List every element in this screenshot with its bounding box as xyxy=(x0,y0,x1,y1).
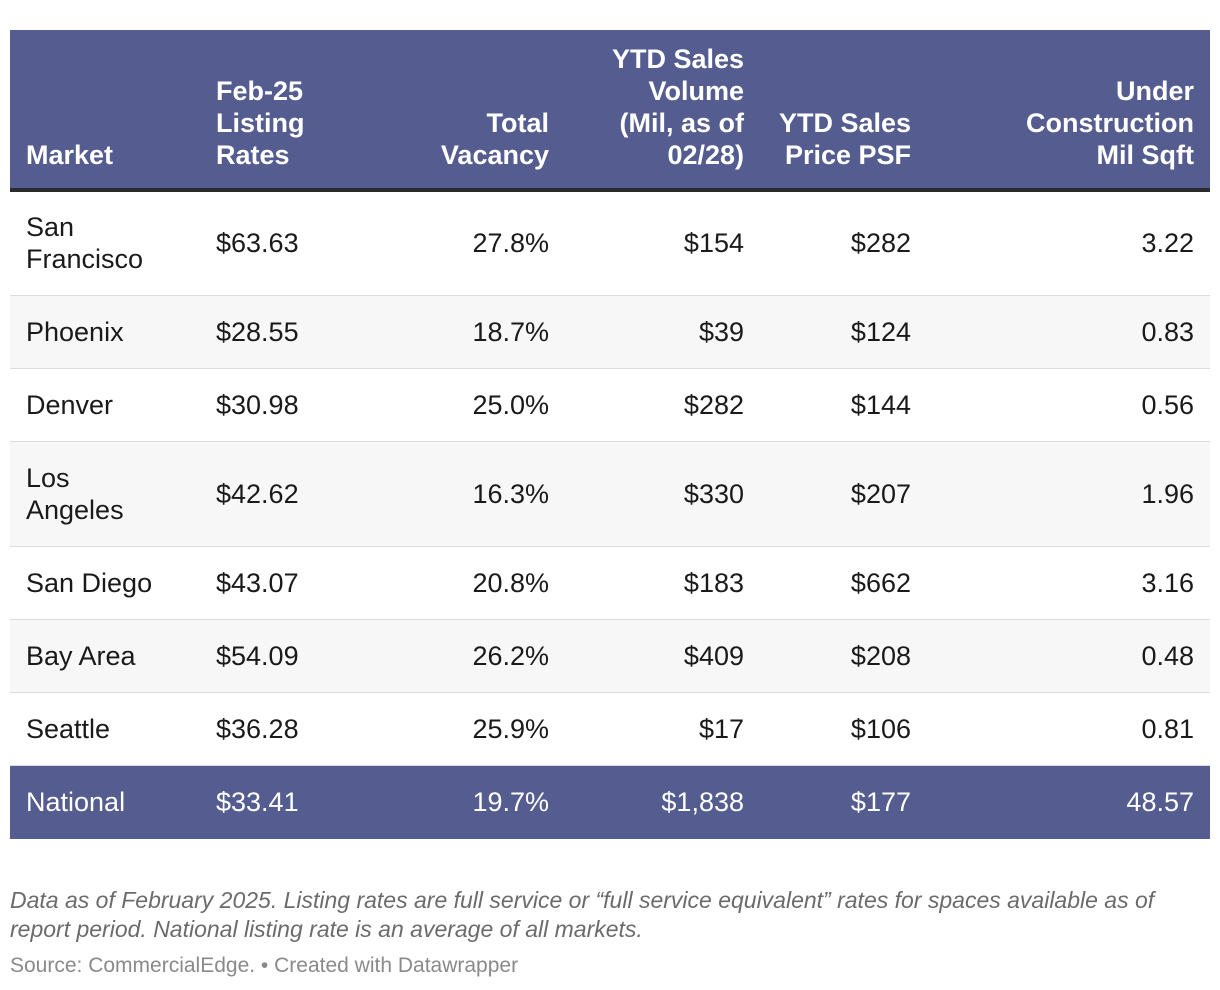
data-cell: 20.8% xyxy=(340,546,565,619)
data-cell: 0.56 xyxy=(915,368,1210,441)
column-header[interactable]: Feb-25 Listing Rates xyxy=(200,30,340,190)
data-cell: $106 xyxy=(760,692,915,765)
data-cell: $282 xyxy=(565,368,760,441)
market-name-cell: Denver xyxy=(10,368,200,441)
market-name-cell: Seattle xyxy=(10,692,200,765)
column-header[interactable]: YTD Sales Volume (Mil, as of 02/28) xyxy=(565,30,760,190)
data-cell: $183 xyxy=(565,546,760,619)
data-cell: 16.3% xyxy=(340,441,565,546)
table-row: Denver $30.98 25.0% $282 $144 0.56 xyxy=(10,368,1210,441)
table-row: San Diego $43.07 20.8% $183 $662 3.16 xyxy=(10,546,1210,619)
data-cell: $42.62 xyxy=(200,441,340,546)
table-header-row: Market Feb-25 Listing Rates Total Vacancy Y… xyxy=(10,30,1210,190)
data-cell: $36.28 xyxy=(200,692,340,765)
data-cell: $28.55 xyxy=(200,295,340,368)
column-header[interactable]: Total Vacancy xyxy=(340,30,565,190)
data-cell: $409 xyxy=(565,619,760,692)
table-total-row: National $33.41 19.7% $1,838 $177 48.57 xyxy=(10,765,1210,839)
data-cell: $39 xyxy=(565,295,760,368)
data-cell: 0.48 xyxy=(915,619,1210,692)
data-cell: $330 xyxy=(565,441,760,546)
data-cell: $43.07 xyxy=(200,546,340,619)
data-cell: $208 xyxy=(760,619,915,692)
data-cell: $30.98 xyxy=(200,368,340,441)
data-cell: $33.41 xyxy=(200,765,340,839)
column-header[interactable]: YTD Sales Price PSF xyxy=(760,30,915,190)
data-cell: 27.8% xyxy=(340,190,565,295)
data-cell: $1,838 xyxy=(565,765,760,839)
data-cell: 19.7% xyxy=(340,765,565,839)
data-cell: 26.2% xyxy=(340,619,565,692)
market-name-cell: National xyxy=(10,765,200,839)
data-cell: $282 xyxy=(760,190,915,295)
data-cell: 0.81 xyxy=(915,692,1210,765)
data-cell: 1.96 xyxy=(915,441,1210,546)
table-row: Bay Area $54.09 26.2% $409 $208 0.48 xyxy=(10,619,1210,692)
source-credit: Source: CommercialEdge. • Created with D… xyxy=(10,953,518,979)
data-cell: $662 xyxy=(760,546,915,619)
column-header[interactable]: Under Construction Mil Sqft xyxy=(915,30,1210,190)
data-cell: 3.22 xyxy=(915,190,1210,295)
table-row: Seattle $36.28 25.9% $17 $106 0.81 xyxy=(10,692,1210,765)
data-cell: 3.16 xyxy=(915,546,1210,619)
data-cell: $177 xyxy=(760,765,915,839)
data-cell: 18.7% xyxy=(340,295,565,368)
data-cell: $144 xyxy=(760,368,915,441)
column-header[interactable]: Market xyxy=(10,30,200,190)
data-cell: $154 xyxy=(565,190,760,295)
data-cell: $124 xyxy=(760,295,915,368)
data-cell: $54.09 xyxy=(200,619,340,692)
market-name-cell: San Francisco xyxy=(10,190,200,295)
data-cell: $63.63 xyxy=(200,190,340,295)
table-row: Los Angeles $42.62 16.3% $330 $207 1.96 xyxy=(10,441,1210,546)
table-notes: Data as of February 2025. Listing rates … xyxy=(10,886,1210,944)
data-cell: $207 xyxy=(760,441,915,546)
table-row: San Francisco $63.63 27.8% $154 $282 3.22 xyxy=(10,190,1210,295)
market-name-cell: San Diego xyxy=(10,546,200,619)
data-table-container: Market Feb-25 Listing Rates Total Vacancy Y… xyxy=(10,30,1210,839)
table-row: Phoenix $28.55 18.7% $39 $124 0.83 xyxy=(10,295,1210,368)
market-name-cell: Phoenix xyxy=(10,295,200,368)
data-cell: 25.9% xyxy=(340,692,565,765)
market-data-table: Market Feb-25 Listing Rates Total Vacancy Y… xyxy=(10,30,1210,839)
data-cell: 0.83 xyxy=(915,295,1210,368)
market-name-cell: Los Angeles xyxy=(10,441,200,546)
data-cell: $17 xyxy=(565,692,760,765)
data-cell: 48.57 xyxy=(915,765,1210,839)
market-name-cell: Bay Area xyxy=(10,619,200,692)
data-cell: 25.0% xyxy=(340,368,565,441)
